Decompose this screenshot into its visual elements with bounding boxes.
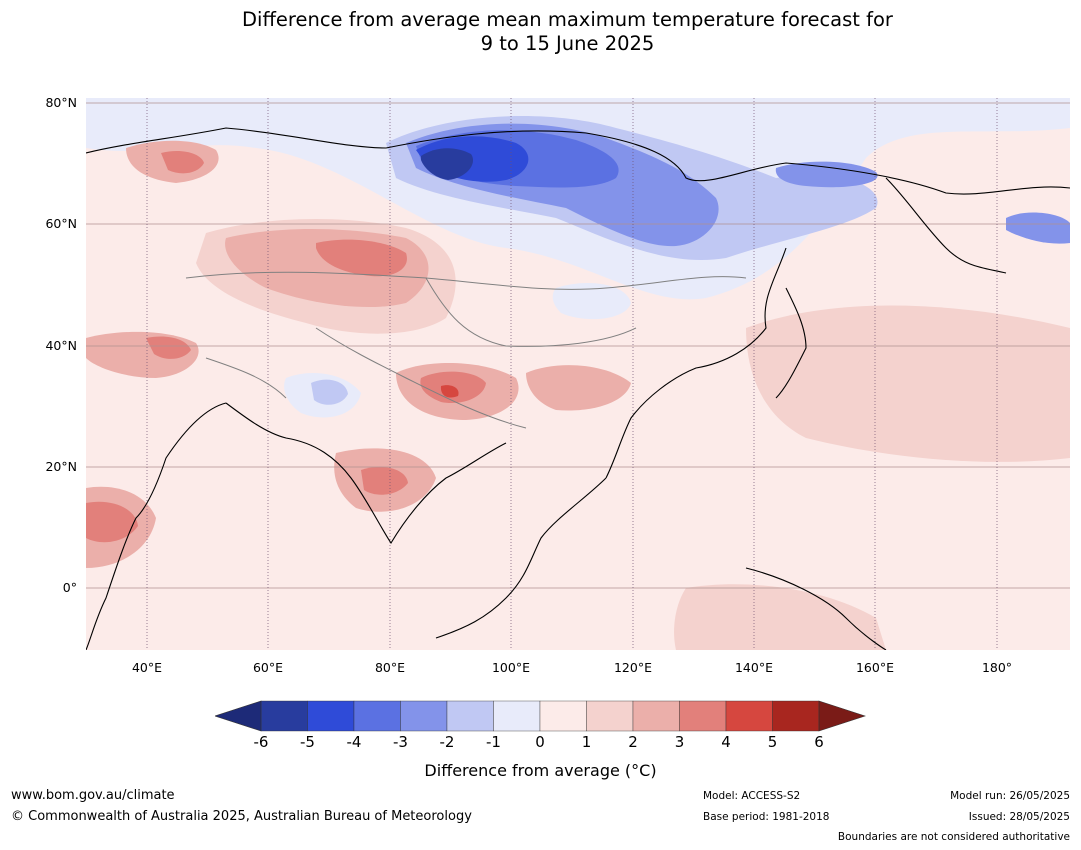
- border-middle-east: [205, 357, 287, 399]
- colorbar: [215, 700, 866, 732]
- footer-base-period: Base period: 1981-2018: [703, 811, 830, 823]
- lon-label-80e: 80°E: [374, 660, 406, 675]
- map-svg: [86, 98, 1070, 650]
- colorbar-segments: [260, 700, 820, 732]
- colorbar-tick-label: 4: [721, 733, 731, 751]
- country-borders: [185, 271, 747, 429]
- coastlines: [86, 127, 1070, 650]
- colorbar-tick-label: -2: [439, 733, 455, 751]
- anomaly-red-africa-2: [86, 501, 138, 543]
- anomaly-pale-blue-west: [86, 98, 326, 133]
- coastline-southeast-asia: [435, 477, 607, 639]
- colorbar-tick-label: 6: [814, 733, 824, 751]
- lat-label-60n: 60°N: [45, 216, 77, 231]
- anomaly-red-caucasus-2: [146, 336, 191, 359]
- colorbar-over-arrow: [818, 700, 866, 732]
- anomaly-blue-afghan: [311, 379, 348, 405]
- lat-label-0: 0°: [62, 580, 77, 595]
- border-mongolia: [425, 277, 637, 347]
- anomaly-red-north-russia-2: [161, 151, 204, 174]
- border-russia-south: [185, 271, 747, 290]
- anomaly-red-india-2: [361, 466, 408, 495]
- colorbar-segment: [539, 700, 587, 732]
- lon-label-60e: 60°E: [252, 660, 284, 675]
- footer-copyright: © Commonwealth of Australia 2025, Austra…: [11, 809, 472, 824]
- coastline-newguinea: [745, 567, 887, 650]
- anomaly-blue-siberia-5: [421, 148, 474, 180]
- colorbar-tick-label: 1: [581, 733, 592, 751]
- map-title-line2: 9 to 15 June 2025: [480, 32, 655, 55]
- footer-model: Model: ACCESS-S2: [703, 790, 801, 802]
- colorbar-segment: [260, 700, 308, 732]
- lon-label-160e: 160°E: [855, 660, 894, 675]
- anomaly-blue-east: [775, 161, 878, 188]
- colorbar-segment: [493, 700, 541, 732]
- lon-label-100e: 100°E: [491, 660, 530, 675]
- lon-label-120e: 120°E: [613, 660, 652, 675]
- colorbar-segment: [772, 700, 820, 732]
- lon-label-40e: 40°E: [131, 660, 163, 675]
- anomaly-red-china: [526, 365, 631, 411]
- coastline-arabia-africa: [86, 402, 227, 650]
- colorbar-tick-label: -3: [393, 733, 408, 751]
- latitude-gridlines: [86, 102, 1070, 589]
- anomaly-light-red-dateline: [1034, 396, 1070, 458]
- colorbar-segment: [679, 700, 727, 732]
- border-himalaya: [315, 327, 527, 429]
- anomaly-light-red-pacific: [746, 305, 1070, 462]
- anomaly-red-central-asia-3: [316, 239, 407, 277]
- map-title-line1: Difference from average mean maximum tem…: [242, 8, 893, 31]
- anomaly-blue-bering: [1006, 212, 1070, 244]
- anomaly-light-red-newguinea: [674, 584, 886, 650]
- anomaly-pale-blue-mongolia: [552, 283, 631, 320]
- coastline-east-asia: [605, 247, 787, 479]
- colorbar-tick-label: 0: [535, 733, 545, 751]
- colorbar-label: Difference from average (°C): [424, 761, 657, 780]
- colorbar-segment: [307, 700, 355, 732]
- anomaly-red-tibet-3: [440, 385, 459, 398]
- lat-label-80n: 80°N: [45, 95, 77, 110]
- forecast-map: [86, 98, 1070, 650]
- lat-label-20n: 20°N: [45, 459, 77, 474]
- colorbar-segment: [446, 700, 494, 732]
- colorbar-tick-label: -6: [253, 733, 269, 751]
- lon-label-140e: 140°E: [734, 660, 773, 675]
- lat-label-40n: 40°N: [45, 338, 77, 353]
- colorbar-segment: [586, 700, 634, 732]
- footer-disclaimer: Boundaries are not considered authoritat…: [837, 831, 1070, 843]
- coastline-india: [225, 402, 507, 545]
- colorbar-tick-label: 2: [628, 733, 638, 751]
- footer-issued: Issued: 28/05/2025: [968, 811, 1070, 823]
- lon-label-180: 180°: [981, 660, 1013, 675]
- colorbar-tick-label: -4: [346, 733, 362, 751]
- colorbar-tick-label: 3: [674, 733, 685, 751]
- colorbar-segment: [400, 700, 448, 732]
- colorbar-under-arrow: [215, 700, 262, 732]
- colorbar-tick-label: 5: [767, 733, 778, 751]
- footer-website: www.bom.gov.au/climate: [11, 788, 175, 803]
- colorbar-segment: [725, 700, 773, 732]
- colorbar-segment: [632, 700, 680, 732]
- longitude-gridlines: [146, 98, 998, 650]
- colorbar-tick-label: -1: [486, 733, 501, 751]
- coastline-arctic: [86, 127, 1070, 195]
- coastline-kamchatka: [885, 177, 1007, 274]
- map-title: Difference from average mean maximum tem…: [0, 8, 1081, 56]
- colorbar-segment: [353, 700, 401, 732]
- coastline-japan: [775, 287, 807, 399]
- footer-model-run: Model run: 26/05/2025: [950, 790, 1070, 802]
- colorbar-tick-label: -5: [300, 733, 315, 751]
